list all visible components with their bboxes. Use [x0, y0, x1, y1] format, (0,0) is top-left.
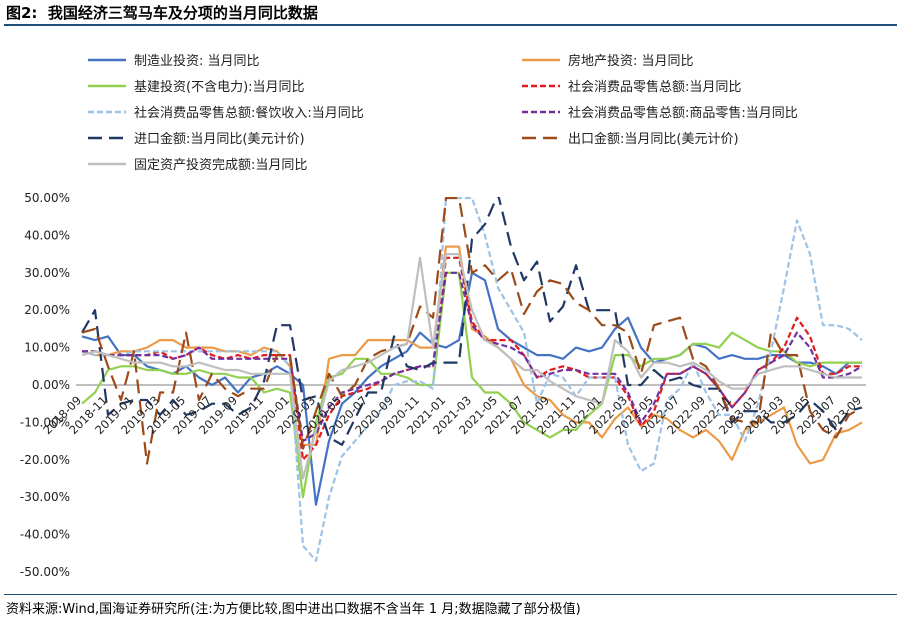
series-line-2	[81, 245, 863, 465]
y-tick-label: -40.00%	[20, 528, 70, 542]
y-axis: 50.00% 40.00% 30.00% 20.00% 10.00% 0.00% -10.0…	[20, 191, 70, 579]
y-tick-label: 20.00%	[24, 303, 70, 317]
y-tick-label: -30.00%	[20, 490, 70, 504]
legend-label: 固定资产投资完成额:当月同比	[134, 157, 307, 173]
legend-label: 社会消费品零售总额:当月同比	[568, 79, 741, 95]
series-line-9	[81, 253, 862, 480]
x-axis: 2018-092018-112019-012019-032019-052019-…	[40, 393, 864, 437]
y-tick-label: 30.00%	[24, 266, 70, 280]
series-line-4	[82, 256, 862, 461]
series-layer	[81, 197, 863, 562]
y-tick-label: 10.00%	[24, 341, 70, 355]
legend-label: 房地产投资: 当月同比	[568, 53, 694, 69]
y-tick-label: 40.00%	[24, 228, 70, 242]
series-line-7	[81, 197, 863, 446]
legend-label: 基建投资(不含电力):当月同比	[134, 79, 305, 95]
series-line-8	[81, 197, 863, 465]
y-tick-label: -20.00%	[20, 453, 70, 467]
legend-label: 出口金额:当月同比(美元计价)	[568, 131, 739, 147]
legend-label: 社会消费品零售总额:餐饮收入:当月同比	[134, 105, 364, 121]
source-note: 资料来源:Wind,国海证券研究所(注:为方便比较,图中进出口数据不含当年 1 …	[6, 602, 581, 617]
legend-label: 进口金额:当月同比(美元计价)	[134, 131, 305, 147]
series-line-6	[82, 271, 863, 443]
legend-label: 社会消费品零售总额:商品零售:当月同比	[568, 105, 798, 121]
series-line-5	[81, 197, 863, 562]
source-rule	[4, 594, 897, 595]
figure-title: 图2: 我国经济三驾马车及分项的当月同比数据	[6, 4, 318, 22]
y-tick-label: 50.00%	[24, 191, 70, 205]
title-rule	[4, 24, 897, 26]
y-tick-label: -10.00%	[20, 415, 70, 429]
y-tick-label: 0.00%	[32, 378, 70, 392]
legend-label: 制造业投资: 当月同比	[134, 53, 260, 69]
y-tick-label: -50.00%	[20, 565, 70, 579]
